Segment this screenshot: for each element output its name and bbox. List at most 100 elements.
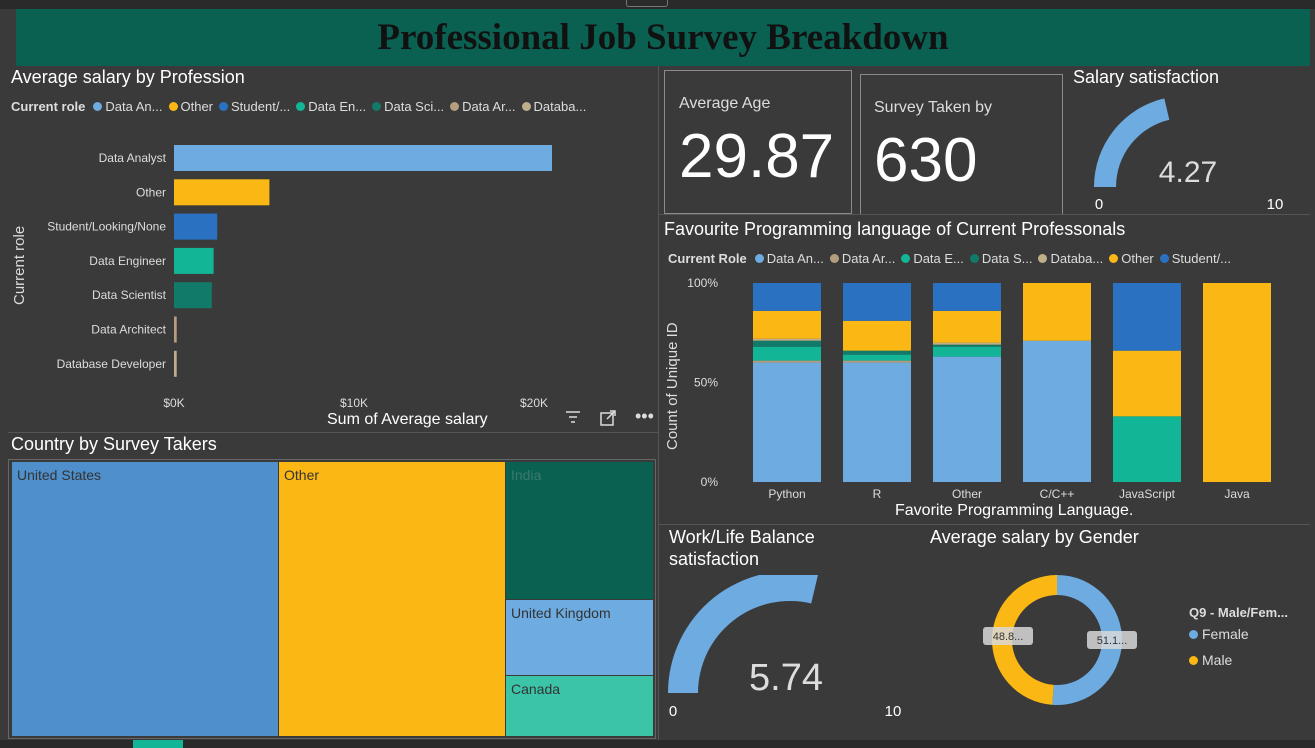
x-tick-label: $20K [520, 396, 548, 410]
salary-bar [174, 213, 218, 240]
legend-label: Data An... [105, 99, 163, 114]
legend-dot [168, 102, 178, 111]
salary-by-profession-legend: Current role Data An... Other Student/... D… [11, 99, 592, 114]
legend-label: Female [1202, 626, 1249, 642]
more-options-icon[interactable]: ••• [635, 406, 654, 426]
gauge-value: 4.27 [1159, 156, 1217, 189]
y-tick-label: 50% [694, 376, 718, 390]
legend-dot [1159, 254, 1169, 263]
legend-label: Databa... [1050, 251, 1104, 266]
donut-data-label-bg [1087, 631, 1137, 649]
gender-legend-title: Q9 - Male/Fem... [1189, 605, 1288, 620]
language-legend-item[interactable]: Databa... [1038, 251, 1103, 266]
treemap-cell-india[interactable]: India [505, 461, 654, 600]
profession-legend-item[interactable]: Data Sci... [372, 99, 444, 114]
bottom-strip [0, 740, 1315, 748]
stacked-segment [843, 354, 911, 361]
dashboard-title: Professional Job Survey Breakdown [377, 17, 949, 58]
page-tab-active[interactable] [133, 740, 183, 748]
legend-label: Data Ar... [462, 99, 516, 114]
legend-title: Current role [11, 99, 86, 114]
profession-legend-item[interactable]: Data En... [296, 99, 366, 114]
stacked-segment [933, 342, 1001, 345]
fav-y-axis-title: Count of Unique ID [664, 322, 681, 450]
work-life-title-line2: satisfaction [669, 549, 760, 569]
survey-taken-card: Survey Taken by 630 [860, 74, 1063, 215]
stacked-segment [753, 338, 821, 341]
legend-label: Other [1121, 251, 1154, 266]
profession-legend-item[interactable]: Other [168, 99, 213, 114]
panel-divider [658, 66, 659, 740]
treemap-cell-united-states[interactable]: United States [11, 461, 279, 737]
focus-mode-icon[interactable] [600, 410, 616, 431]
profession-legend-item[interactable]: Student/... [219, 99, 290, 114]
salary-bar [174, 316, 177, 343]
salary-bar [174, 179, 270, 206]
dashboard-title-bar: Professional Job Survey Breakdown [16, 9, 1310, 66]
stacked-segment [753, 346, 821, 361]
gauge-max-label: 10 [1267, 196, 1284, 213]
salary-y-axis-title: Current role [11, 225, 28, 305]
x-tick-label: $10K [340, 396, 368, 410]
salary-bar [174, 247, 214, 274]
stacked-segment [843, 350, 911, 355]
legend-dot [1189, 629, 1198, 639]
legend-dot [521, 102, 531, 111]
treemap-cell-united-kingdom[interactable]: United Kingdom [505, 599, 654, 676]
donut-data-label-bg [983, 627, 1033, 645]
legend-label: Data E... [913, 251, 964, 266]
legend-dot [1038, 254, 1048, 263]
filter-icon[interactable] [565, 410, 581, 429]
language-legend-item[interactable]: Other [1109, 251, 1154, 266]
legend-dot [93, 102, 103, 111]
y-tick-label: 100% [687, 276, 718, 290]
fav-language-legend: Current Role Data An... Data Ar... Data E.… [668, 251, 1237, 266]
language-legend-item[interactable]: Data E... [901, 251, 964, 266]
average-age-label: Average Age [679, 95, 771, 112]
stacked-segment [1113, 350, 1181, 417]
treemap-cell-canada[interactable]: Canada [505, 675, 654, 737]
profession-legend-item[interactable]: Data An... [93, 99, 163, 114]
y-tick-label: 0% [701, 475, 719, 489]
legend-label: Student/... [231, 99, 291, 114]
average-age-card: Average Age 29.87 [664, 70, 852, 214]
legend-label: Data Sci... [384, 99, 445, 114]
profession-legend-item[interactable]: Databa... [521, 99, 586, 114]
stacked-segment [933, 283, 1001, 311]
survey-taken-label: Survey Taken by [874, 99, 992, 116]
legend-dot [1189, 655, 1198, 665]
bar-category-label: Other [136, 185, 166, 199]
salary-bar [174, 282, 212, 309]
language-legend-item[interactable]: Data S... [969, 251, 1032, 266]
salary-y-axis-title-wrap: Current role [11, 225, 29, 305]
stacked-segment [843, 320, 911, 351]
profession-legend-item[interactable]: Data Ar... [450, 99, 516, 114]
fav-y-axis-title-wrap: Count of Unique ID [664, 300, 682, 450]
legend-label: Data An... [766, 251, 824, 266]
legend-dot [969, 254, 979, 263]
stacked-segment [933, 356, 1001, 482]
gender-title: Average salary by Gender [930, 527, 1139, 547]
legend-dot [296, 102, 306, 111]
work-life-title-line1: Work/Life Balance [669, 527, 815, 547]
gauge-max-label: 10 [885, 703, 902, 720]
legend-title: Current Role [668, 251, 747, 266]
language-legend-item[interactable]: Data An... [754, 251, 824, 266]
legend-label: Student/... [1171, 251, 1232, 266]
x-category-label: R [873, 487, 882, 501]
gauge-min-label: 0 [669, 703, 677, 720]
language-legend-item[interactable]: Data Ar... [829, 251, 896, 266]
legend-dot [901, 254, 911, 263]
gender-donut-chart: 51.1... 48.8... [983, 575, 1137, 705]
stacked-segment [753, 360, 821, 363]
stacked-segment [933, 310, 1001, 343]
treemap-cell-other[interactable]: Other [278, 461, 506, 737]
language-legend-item[interactable]: Student/... [1159, 251, 1232, 266]
legend-label: Data Ar... [841, 251, 896, 266]
survey-taken-value: 630 [874, 126, 978, 195]
x-category-label: Java [1224, 487, 1250, 501]
salary-by-profession-chart: Data Analyst Other Student/Looking/None Dat… [47, 145, 552, 410]
page-tab-indicator[interactable] [626, 0, 668, 7]
stacked-segment [753, 340, 821, 347]
legend-dot [219, 102, 229, 111]
